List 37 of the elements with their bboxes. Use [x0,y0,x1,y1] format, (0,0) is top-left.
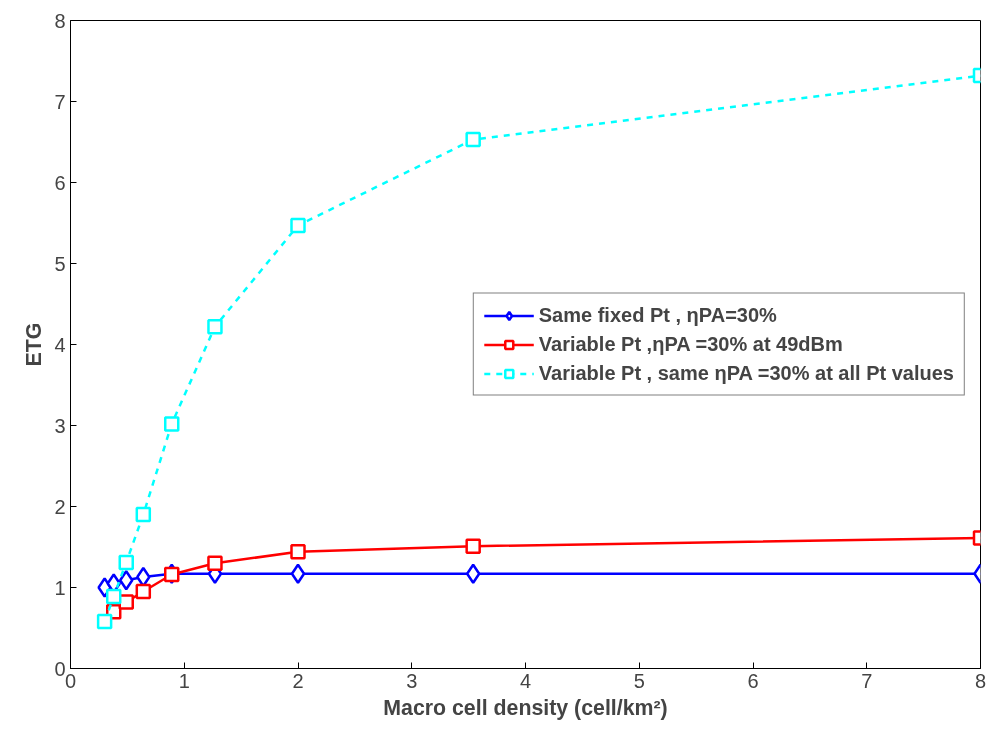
y-tick-label: 4 [54,333,66,356]
x-tick-label: 6 [747,669,759,692]
x-tick-label: 7 [861,669,873,692]
y-tick-label: 5 [54,252,66,275]
y-tick-label: 6 [54,171,66,194]
point [290,544,306,560]
legend-label: Variable Pt , same ηPA =30% at all Pt values [538,361,954,385]
point [135,506,152,523]
point [465,538,481,554]
point [105,588,122,605]
point [118,569,134,591]
x-tick-label: 5 [633,669,645,692]
point [135,583,152,600]
x-tick-label: 8 [974,669,987,692]
x-tick-label: 1 [178,669,190,692]
point [96,613,113,630]
point [118,554,134,571]
x-tick-label: 3 [406,669,418,692]
y-tick-label: 3 [54,414,66,437]
point [207,555,223,571]
point [465,131,481,148]
point [465,563,481,584]
point [163,416,180,432]
point [118,594,134,610]
x-tick-label: 2 [292,669,304,692]
point [290,563,306,584]
x-axis-title: Macro cell density (cell/km²) [383,695,668,720]
point [207,318,223,335]
y-tick-label: 2 [54,495,66,518]
legend-label: Same fixed Pt , ηPA=30% [538,303,777,327]
point [290,217,306,234]
y-tick-label: 8 [54,9,66,32]
legend-label: Variable Pt ,ηPA =30% at 49dBm [538,332,843,356]
x-tick-label: 4 [519,669,532,692]
y-axis-title: ETG [22,322,47,367]
y-tick-label: 7 [54,90,66,113]
y-tick-label: 1 [54,576,66,599]
